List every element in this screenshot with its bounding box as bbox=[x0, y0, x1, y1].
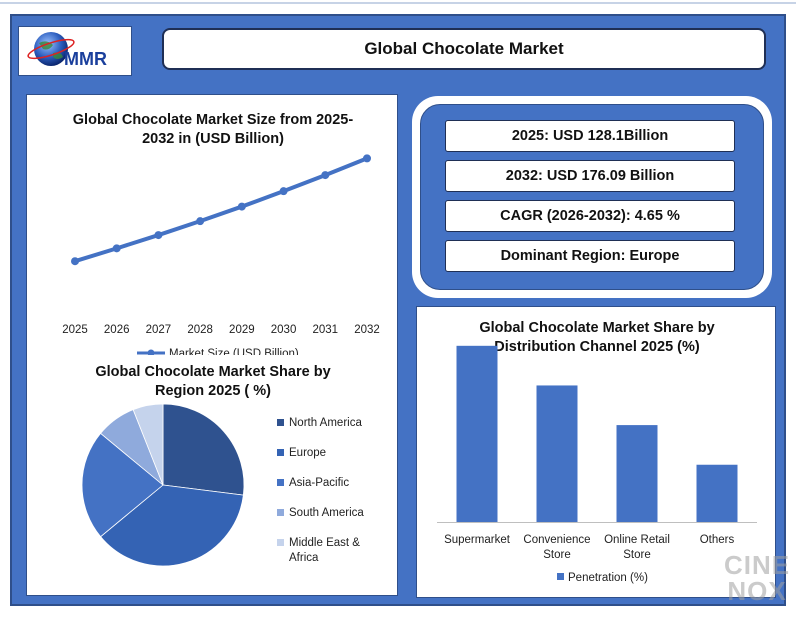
line-point-2032 bbox=[363, 154, 371, 163]
globe-logo-icon: MMR bbox=[27, 32, 107, 69]
line-point-2030 bbox=[279, 187, 288, 196]
x-category-label: Online Retail Store bbox=[604, 534, 670, 561]
page-title: Global Chocolate Market bbox=[162, 28, 766, 70]
x-tick-label: 2030 bbox=[271, 324, 297, 336]
x-tick-label: 2028 bbox=[187, 324, 213, 336]
pie-slice-middle-east-africa bbox=[132, 403, 164, 486]
bar-chart-panel: Global Chocolate Market Share by Distrib… bbox=[416, 306, 776, 598]
logo: MMR bbox=[18, 26, 132, 76]
pie-legend-label: Europe bbox=[289, 447, 326, 459]
pie-legend-swatch bbox=[277, 419, 284, 426]
bar-convenience-store bbox=[536, 385, 578, 522]
logo-text: MMR bbox=[64, 49, 107, 69]
pie-legend-swatch bbox=[277, 509, 284, 516]
x-category-label: Supermarket bbox=[444, 534, 511, 546]
line-chart: 2025 2026 2027 2028 2029 2030 2031 2032 Market S… bbox=[62, 154, 380, 355]
bar-chart-title: Global Chocolate Market Share by Distrib… bbox=[479, 320, 715, 355]
stat-2025-size: 2025: USD 128.1Billion bbox=[445, 120, 735, 152]
line-point-2028 bbox=[196, 217, 205, 226]
x-tick-label: 2031 bbox=[312, 324, 338, 336]
x-category-label: Convenience Store bbox=[523, 534, 590, 561]
pie-legend-label: South America bbox=[289, 507, 364, 519]
pie-slice-europe bbox=[100, 484, 244, 567]
pie-slice-north-america bbox=[162, 403, 245, 496]
watermark: CINE NOX bbox=[712, 552, 796, 612]
bar-others bbox=[696, 464, 738, 522]
pie-legend-label: North America bbox=[289, 417, 362, 429]
x-tick-label: 2026 bbox=[104, 324, 130, 336]
left-panel: Global Chocolate Market Size from 2025-2… bbox=[26, 94, 398, 596]
bar-online-retail-store bbox=[616, 425, 658, 522]
market-size-line bbox=[74, 156, 368, 264]
pie-legend-swatch bbox=[277, 479, 284, 486]
line-point-2031 bbox=[321, 171, 330, 180]
bar-supermarket bbox=[456, 345, 498, 522]
x-tick-label: 2029 bbox=[229, 324, 255, 336]
pie-legend-label: Middle East & Africa bbox=[289, 537, 360, 564]
x-category-label: Others bbox=[700, 534, 735, 546]
pie-legend-swatch bbox=[277, 449, 284, 456]
line-point-2026 bbox=[112, 244, 121, 253]
stat-dominant-region: Dominant Region: Europe bbox=[445, 240, 735, 272]
x-tick-label: 2032 bbox=[354, 324, 380, 336]
pie-chart-title: Global Chocolate Market Share by Region … bbox=[95, 364, 331, 399]
bar-legend-label: Penetration (%) bbox=[568, 572, 648, 584]
line-chart-title: Global Chocolate Market Size from 2025-2… bbox=[72, 112, 354, 147]
watermark-line-2: NOX bbox=[727, 576, 787, 606]
line-legend-label: Market Size (USD Billion) bbox=[169, 348, 299, 355]
top-rule bbox=[0, 2, 796, 4]
stats-panel: 2025: USD 128.1Billion 2032: USD 176.09 … bbox=[412, 96, 772, 298]
stat-cagr: CAGR (2026-2032): 4.65 % bbox=[445, 200, 735, 232]
infographic-frame: MMR Global Chocolate Market Global Choco… bbox=[10, 14, 789, 606]
bar-chart: Supermarket Convenience Store Online Retail… bbox=[437, 345, 757, 584]
line-point-2025 bbox=[71, 257, 79, 266]
x-tick-label: 2027 bbox=[146, 324, 172, 336]
watermark-line-1: CINE bbox=[723, 550, 791, 580]
pie-legend-swatch bbox=[277, 539, 284, 546]
bar-legend-swatch bbox=[557, 573, 564, 580]
pie-legend-label: Asia-Pacific bbox=[289, 477, 349, 489]
stat-2032-size: 2032: USD 176.09 Billion bbox=[445, 160, 735, 192]
line-legend-marker bbox=[147, 349, 155, 355]
stats-panel-inner: 2025: USD 128.1Billion 2032: USD 176.09 … bbox=[420, 104, 764, 290]
line-point-2027 bbox=[154, 231, 163, 240]
pie-slice-asia-pacific bbox=[81, 432, 164, 538]
x-tick-label: 2025 bbox=[62, 324, 88, 336]
pie-chart: North America Europe Asia-Pacific South Ame… bbox=[81, 403, 364, 567]
line-point-2029 bbox=[237, 202, 246, 211]
